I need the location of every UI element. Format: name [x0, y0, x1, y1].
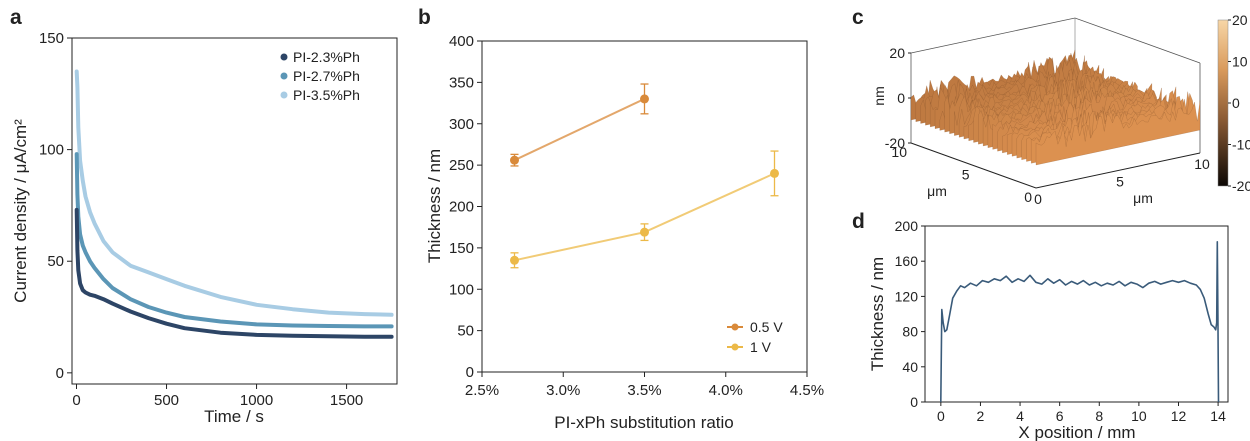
panel-b-ytick-label: 0	[466, 364, 474, 381]
panel-c-ztick-label: 0	[897, 90, 905, 106]
panel-a-xtick-label: 1000	[240, 392, 273, 409]
panel-letter-d: d	[852, 210, 865, 233]
panel-b-legend-label: 1 V	[750, 339, 772, 355]
panel-d-ytick-label: 80	[902, 324, 918, 340]
panel-b-ytick-label: 150	[449, 240, 474, 257]
panel-c-ztick-label: 20	[889, 45, 905, 61]
panel-c-surface-strip	[1035, 100, 1201, 166]
panel-b-legend-label: 0.5 V	[750, 319, 783, 335]
panel-letter-b: b	[418, 6, 431, 29]
panel-a-ytick-label: 0	[56, 365, 64, 382]
panel-a-legend-marker	[280, 91, 288, 99]
panel-c-xtick-label: 5	[1116, 174, 1124, 190]
panel-a-frame	[71, 37, 398, 385]
panel-a-legend-label: PI-2.7%Ph	[293, 68, 360, 84]
panel-d-frame	[924, 225, 1229, 403]
panel-b-legend-marker	[731, 343, 739, 351]
panel-d-xtick-label: 14	[1210, 408, 1226, 424]
panel-a-series-line	[74, 69, 394, 317]
panel-a-ytick-label: 100	[39, 142, 64, 159]
panel-a-legend-marker	[280, 53, 288, 61]
panel-c-ylabel: μm	[927, 183, 947, 199]
panel-d-xtick-label: 0	[937, 408, 945, 424]
panel-b-xtick-label: 4.5%	[790, 382, 824, 399]
panel-b-data-point	[640, 94, 649, 104]
panel-c-ytick-label: 0	[1024, 189, 1032, 205]
panel-a-ylabel: Current density / μA/cm²	[11, 119, 30, 303]
panel-a-xlabel: Time / s	[204, 407, 264, 426]
panel-c-colorbar-label: 10	[1232, 54, 1248, 70]
panel-c-xlabel: μm	[1133, 190, 1153, 206]
panel-b-data-point	[510, 155, 519, 165]
panel-d-xtick-label: 10	[1131, 408, 1147, 424]
panel-d-ytick-label: 40	[902, 359, 918, 375]
panel-d-ytick-label: 200	[895, 218, 919, 234]
panel-c-colorbar-label: 0	[1232, 95, 1240, 111]
panel-b-ytick-label: 100	[449, 281, 474, 298]
panel-d-ytick-label: 160	[895, 253, 919, 269]
panel-c-xtick-label: 10	[1194, 156, 1210, 172]
panel-b-chart: 2.5% 3.0% 3.5% 4.0% 4.5% 0 50 100 150 200 250 300 35…	[425, 33, 824, 432]
panel-d-xtick-label: 2	[977, 408, 985, 424]
panel-b-ytick-label: 300	[449, 116, 474, 133]
panel-c-colorbar	[1217, 19, 1229, 187]
panel-b-ylabel: Thickness / nm	[425, 149, 444, 263]
panel-a-series-line	[74, 207, 394, 339]
panel-d-xtick-label: 4	[1016, 408, 1024, 424]
panel-d-ytick-label: 120	[895, 288, 919, 304]
panel-c-xtick-label: 0	[1034, 191, 1042, 207]
panel-a-legend-label: PI-3.5%Ph	[293, 87, 360, 103]
panel-b-ytick-label: 250	[449, 157, 474, 174]
panel-b-ytick-label: 200	[449, 199, 474, 216]
panel-d-ytick-label: 0	[910, 394, 918, 410]
panel-letter-c: c	[852, 6, 864, 29]
panel-c-3d-surface: -20 0 20 0 5 10 0 5 10 nm μm μm 20 10 0 -10 -20	[871, 12, 1250, 207]
panel-c-box-floor	[910, 142, 1201, 189]
panel-a-series-line	[74, 152, 394, 329]
panel-c-ytick-label: 10	[891, 144, 907, 160]
panel-b-series-line	[514, 172, 775, 262]
panel-a-xtick-label: 1500	[330, 392, 363, 409]
panel-c-colorbar-label: -10	[1232, 137, 1250, 153]
panel-a-ytick-label: 150	[39, 30, 64, 47]
panel-b-xlabel: PI-xPh substitution ratio	[554, 413, 734, 432]
panel-d-xlabel: X position / mm	[1018, 423, 1135, 441]
panel-c-ztick-label: -20	[885, 135, 905, 151]
panel-a-ytick-label: 50	[47, 253, 64, 270]
panel-b-legend-marker	[731, 323, 739, 331]
panel-a-xtick-label: 500	[154, 392, 179, 409]
panel-a-legend-label: PI-2.3%Ph	[293, 49, 360, 65]
panel-b-xtick-label: 2.5%	[465, 382, 499, 399]
panel-d-chart: 0 2 4 6 8 10 12 14 0 40 80 120 160 200 X position / m…	[868, 218, 1229, 441]
panel-b-data-point	[640, 227, 649, 237]
panel-b-xtick-label: 4.0%	[709, 382, 743, 399]
panel-d-xtick-label: 6	[1056, 408, 1064, 424]
panel-c-box-back	[910, 17, 1201, 64]
panel-c-zlabel: nm	[871, 86, 887, 105]
panel-c-colorbar-label: -20	[1232, 178, 1250, 194]
panel-b-ytick-label: 350	[449, 74, 474, 91]
panel-b-xtick-label: 3.0%	[546, 382, 580, 399]
panel-b-xtick-label: 3.5%	[627, 382, 661, 399]
panel-b-ytick-label: 50	[457, 323, 474, 340]
panel-letter-a: a	[10, 6, 22, 29]
panel-b-data-point	[770, 168, 779, 178]
panel-d-profile-line	[940, 241, 1220, 403]
panel-d-ylabel: Thickness / nm	[868, 257, 887, 371]
panel-b-series-line	[514, 97, 645, 162]
panel-a-legend-marker	[280, 72, 288, 80]
panel-c-ytick-label: 5	[962, 167, 970, 183]
panel-c-colorbar-label: 20	[1232, 12, 1248, 28]
panel-d-xtick-label: 12	[1171, 408, 1187, 424]
panel-a-chart: 0 500 1000 1500 0 50 100 150 PI-2.3%Ph PI-2.7%Ph…	[11, 30, 398, 426]
panel-b-data-point	[510, 255, 519, 265]
panel-d-xtick-label: 8	[1095, 408, 1103, 424]
panel-a-xtick-label: 0	[72, 392, 80, 409]
panel-b-ytick-label: 400	[449, 33, 474, 50]
